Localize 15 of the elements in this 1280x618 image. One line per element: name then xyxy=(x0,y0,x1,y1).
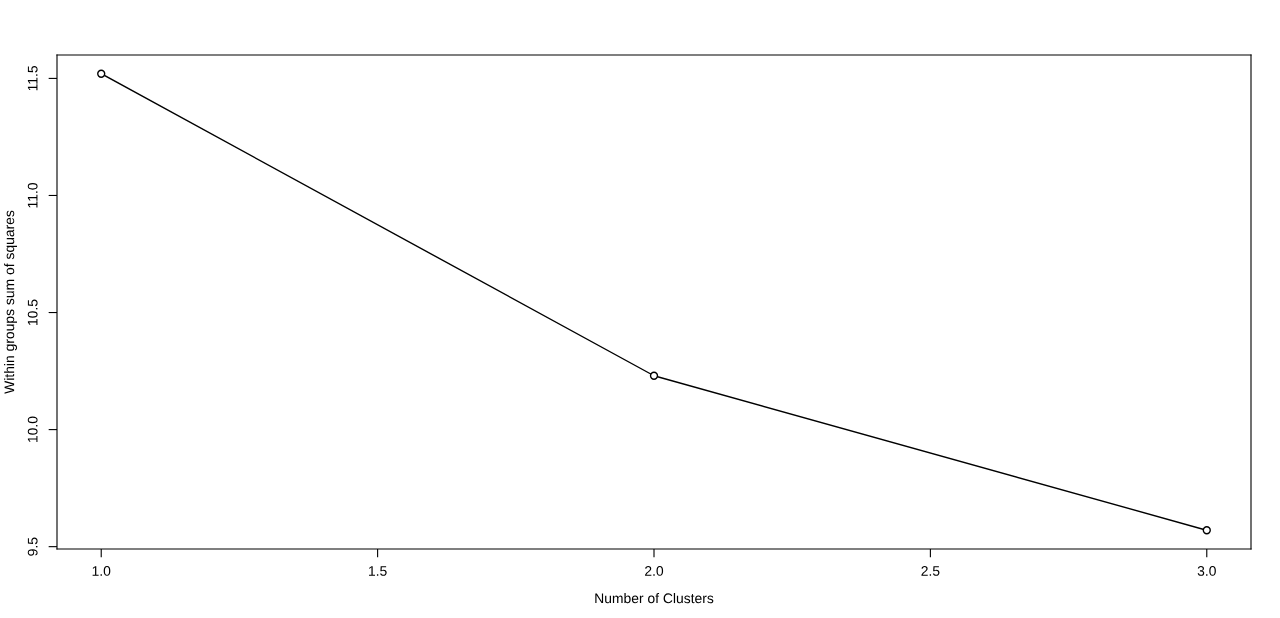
point xyxy=(649,371,659,380)
x-axis-title: Number of Clusters xyxy=(595,593,714,604)
y-tick-label: 9.5 xyxy=(27,537,38,556)
x-tick-label: 2.0 xyxy=(645,566,664,576)
y-axis-title: Within groups sum of squares xyxy=(4,210,17,394)
x-tick-label: 1.0 xyxy=(92,566,111,576)
y-tick-label: 11.5 xyxy=(27,65,38,91)
y-tick-label: 10.0 xyxy=(27,416,38,443)
y-tick-label: 11.0 xyxy=(27,183,38,208)
y-tick-label: 10.5 xyxy=(27,299,38,325)
x-tick-label: 3.0 xyxy=(1197,566,1216,576)
point xyxy=(1202,526,1211,535)
point xyxy=(97,69,106,78)
x-tick-label: 1.5 xyxy=(369,566,387,576)
x-tick-label: 2.5 xyxy=(921,566,940,576)
